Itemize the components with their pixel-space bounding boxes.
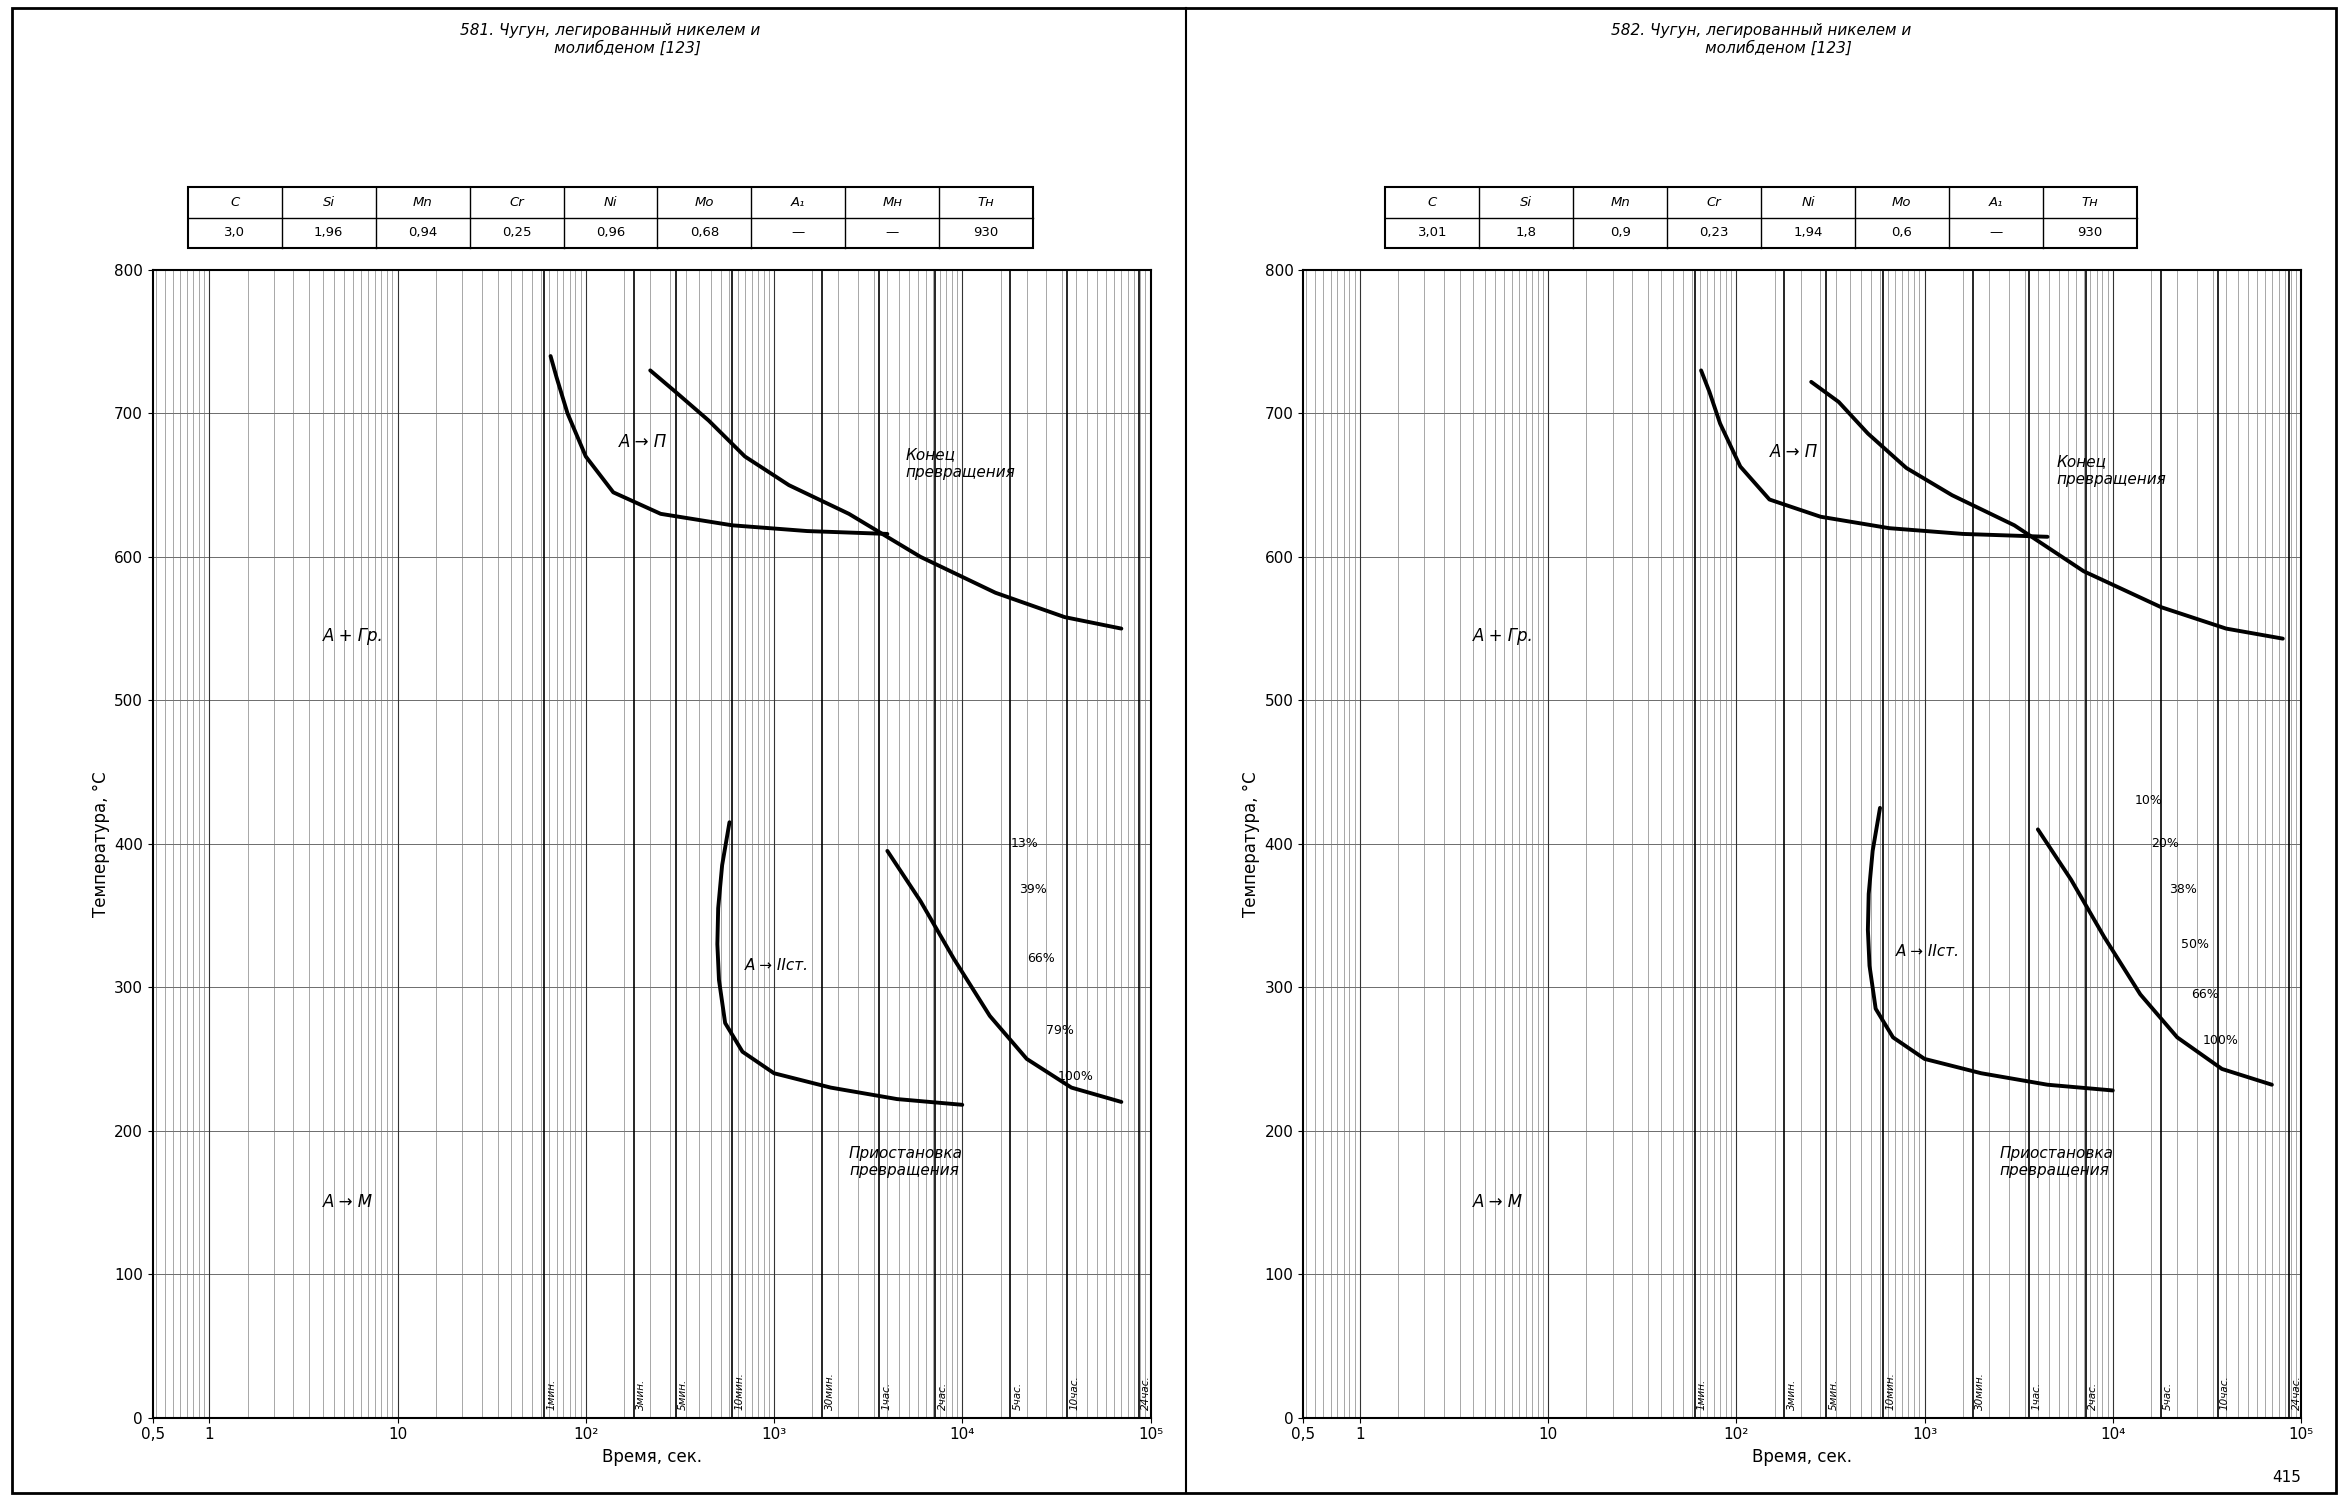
Text: 79%: 79% bbox=[1047, 1023, 1075, 1036]
Text: —: — bbox=[885, 226, 899, 238]
Text: 3мин.: 3мин. bbox=[1787, 1378, 1796, 1410]
Text: 930: 930 bbox=[974, 226, 998, 238]
Text: Ni: Ni bbox=[603, 196, 618, 208]
Text: 930: 930 bbox=[2078, 226, 2101, 238]
Text: А → М: А → М bbox=[1472, 1194, 1524, 1212]
Text: 24час.: 24час. bbox=[1141, 1376, 1151, 1410]
Text: А + Гр.: А + Гр. bbox=[1472, 627, 1533, 645]
Text: 5час.: 5час. bbox=[1012, 1382, 1024, 1410]
Text: 0,25: 0,25 bbox=[502, 226, 531, 238]
Text: 13%: 13% bbox=[1010, 837, 1038, 850]
Text: 10час.: 10час. bbox=[2219, 1376, 2231, 1410]
Text: Mo: Mo bbox=[695, 196, 714, 208]
Text: 0,68: 0,68 bbox=[690, 226, 718, 238]
Y-axis label: Температура, °C: Температура, °C bbox=[1242, 771, 1261, 916]
Text: Приостановка
превращения: Приостановка превращения bbox=[850, 1146, 963, 1179]
Text: 3мин.: 3мин. bbox=[636, 1378, 646, 1410]
Text: 30мин.: 30мин. bbox=[1975, 1372, 1984, 1410]
Text: 5мин.: 5мин. bbox=[1829, 1378, 1838, 1410]
Text: C: C bbox=[1428, 196, 1437, 208]
Text: 50%: 50% bbox=[2181, 938, 2209, 951]
X-axis label: Время, сек.: Время, сек. bbox=[601, 1448, 702, 1466]
Text: 10мин.: 10мин. bbox=[735, 1372, 744, 1410]
Text: А → П: А → П bbox=[620, 433, 667, 451]
Text: 66%: 66% bbox=[1026, 952, 1054, 964]
Text: Cr: Cr bbox=[1707, 196, 1721, 208]
Text: 38%: 38% bbox=[2170, 884, 2198, 896]
Text: 1мин.: 1мин. bbox=[1698, 1378, 1707, 1410]
Text: Приостановка
превращения: Приостановка превращения bbox=[2000, 1146, 2113, 1179]
Text: 3,01: 3,01 bbox=[1418, 226, 1446, 238]
Text: 100%: 100% bbox=[2202, 1034, 2238, 1047]
Text: 0,9: 0,9 bbox=[1611, 226, 1630, 238]
Text: 100%: 100% bbox=[1057, 1070, 1094, 1083]
Text: 1час.: 1час. bbox=[880, 1382, 892, 1410]
Text: 5мин.: 5мин. bbox=[679, 1378, 688, 1410]
Text: 1,94: 1,94 bbox=[1794, 226, 1822, 238]
Text: 10%: 10% bbox=[2134, 794, 2163, 807]
Text: C: C bbox=[230, 196, 239, 208]
Text: Ni: Ni bbox=[1801, 196, 1815, 208]
Text: 582. Чугун, легированный никелем и
       молибденом [123]: 582. Чугун, легированный никелем и молиб… bbox=[1611, 22, 1911, 56]
Text: 20%: 20% bbox=[2151, 837, 2179, 850]
Text: —: — bbox=[1989, 226, 2003, 238]
Text: А → IIст.: А → IIст. bbox=[744, 958, 808, 974]
Text: 66%: 66% bbox=[2191, 988, 2219, 1000]
Text: А → П: А → П bbox=[1770, 442, 1817, 460]
Text: А + Гр.: А + Гр. bbox=[322, 627, 383, 645]
Text: Si: Si bbox=[322, 196, 336, 208]
Y-axis label: Температура, °C: Температура, °C bbox=[92, 771, 110, 916]
Text: Mo: Mo bbox=[1892, 196, 1911, 208]
Text: 415: 415 bbox=[2273, 1470, 2301, 1485]
Text: 0,23: 0,23 bbox=[1700, 226, 1728, 238]
Text: —: — bbox=[791, 226, 805, 238]
Text: А → IIст.: А → IIст. bbox=[1895, 944, 1958, 958]
Text: 2час.: 2час. bbox=[937, 1382, 949, 1410]
Text: 10час.: 10час. bbox=[1068, 1376, 1080, 1410]
Text: Tн: Tн bbox=[977, 196, 996, 208]
Text: Конец
превращения: Конец превращения bbox=[906, 447, 1014, 480]
Text: 0,94: 0,94 bbox=[409, 226, 437, 238]
Text: Cr: Cr bbox=[510, 196, 524, 208]
Text: 30мин.: 30мин. bbox=[824, 1372, 834, 1410]
Text: 0,96: 0,96 bbox=[596, 226, 625, 238]
Text: 39%: 39% bbox=[1019, 884, 1047, 896]
Text: 2час.: 2час. bbox=[2087, 1382, 2099, 1410]
Text: A₁: A₁ bbox=[1989, 196, 2003, 208]
Text: Mн: Mн bbox=[883, 196, 902, 208]
Text: Конец
превращения: Конец превращения bbox=[2057, 454, 2165, 488]
Text: 10мин.: 10мин. bbox=[1885, 1372, 1895, 1410]
Text: Mn: Mn bbox=[1611, 196, 1630, 208]
Text: Tн: Tн bbox=[2080, 196, 2099, 208]
Text: А → М: А → М bbox=[322, 1194, 373, 1212]
Text: 581. Чугун, легированный никелем и
       молибденом [123]: 581. Чугун, легированный никелем и молиб… bbox=[460, 22, 761, 56]
X-axis label: Время, сек.: Время, сек. bbox=[1752, 1448, 1853, 1466]
Text: 1,96: 1,96 bbox=[315, 226, 343, 238]
Text: A₁: A₁ bbox=[791, 196, 805, 208]
Text: 1час.: 1час. bbox=[2031, 1382, 2043, 1410]
Text: 24час.: 24час. bbox=[2292, 1376, 2301, 1410]
Text: 0,6: 0,6 bbox=[1892, 226, 1911, 238]
Text: Mn: Mn bbox=[413, 196, 432, 208]
Text: 1,8: 1,8 bbox=[1517, 226, 1536, 238]
Text: 5час.: 5час. bbox=[2163, 1382, 2174, 1410]
Text: Si: Si bbox=[1519, 196, 1533, 208]
Text: 1мин.: 1мин. bbox=[547, 1378, 556, 1410]
Text: 3,0: 3,0 bbox=[225, 226, 244, 238]
